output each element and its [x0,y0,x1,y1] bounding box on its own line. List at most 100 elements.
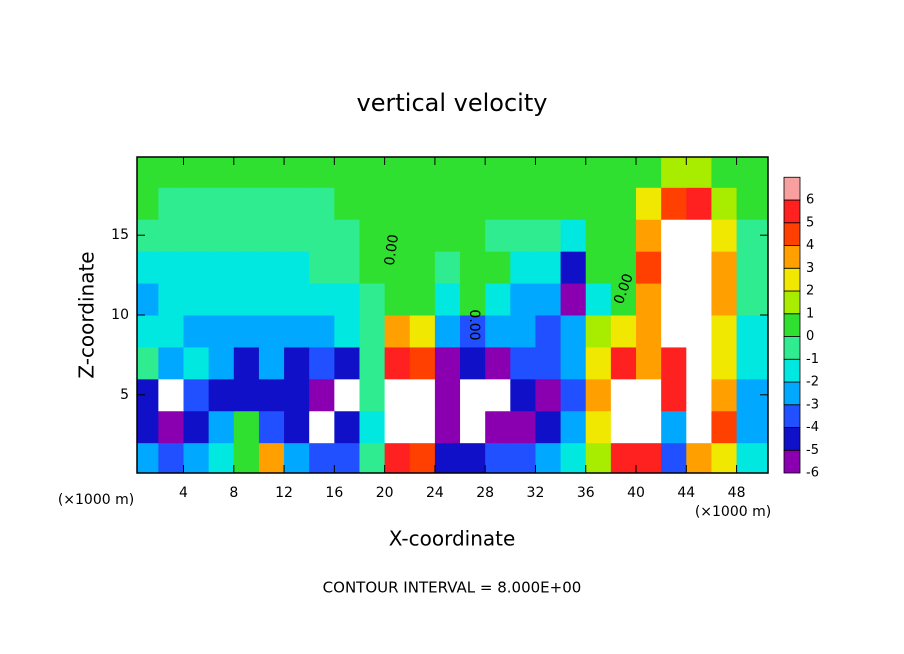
cell [585,219,612,252]
colorbar-label: 1 [806,306,814,321]
cell [560,157,587,188]
cell [585,157,612,188]
cell [460,410,486,444]
cell [510,187,536,220]
cell [334,442,360,473]
cell [434,251,461,284]
cell [258,315,285,348]
cell [183,378,210,412]
colorbar-box [783,176,801,201]
colorbar-label: 4 [806,238,814,253]
cell [610,219,637,252]
cell [334,219,360,252]
cell [711,157,738,188]
cell [560,315,587,348]
cell [636,283,662,316]
cell [183,315,210,348]
cell [384,378,411,412]
cell [208,315,235,348]
colorbar-box [783,381,801,406]
cell [610,378,637,412]
cell [284,157,310,188]
cell [686,410,712,444]
cell [233,283,260,316]
cell [158,442,185,473]
cell [585,378,612,412]
cell [460,283,486,316]
cell [560,346,587,380]
cell [359,315,386,348]
cell [585,410,612,444]
cell [183,157,210,188]
cell [460,346,486,380]
colorbar-label: -6 [806,466,819,481]
cell [309,187,335,220]
cell [334,187,360,220]
cell [359,219,386,252]
cell [510,346,536,380]
cell [183,219,210,252]
cell [208,283,235,316]
cell [233,219,260,252]
cell [711,219,738,252]
cell [158,187,185,220]
cell [460,219,486,252]
cell [284,378,310,412]
x-tick-label: 48 [728,485,746,501]
cell [661,442,687,473]
cell [636,378,662,412]
cell [636,187,662,220]
colorbar-label: -2 [806,375,819,390]
cell [158,283,185,316]
cell [610,315,637,348]
cell [434,187,461,220]
colorbar-box [783,358,801,383]
cell [560,442,587,473]
cell [560,283,587,316]
cell [233,251,260,284]
cell [258,378,285,412]
cell [284,410,310,444]
cell [610,442,637,473]
cell [610,346,637,380]
cell [233,378,260,412]
cell [334,346,360,380]
cell [510,410,536,444]
cell [183,410,210,444]
colorbar-box [783,336,801,360]
cell [686,157,712,188]
y-tick-label: 15 [111,227,129,243]
cell [284,442,310,473]
cell [610,251,637,284]
cell [560,410,587,444]
cell [233,442,260,473]
cell [158,251,185,284]
cell [434,346,461,380]
cell [334,157,360,188]
cell [309,346,335,380]
cell [359,187,386,220]
cell [137,157,159,188]
cell [661,157,687,188]
cell [736,187,768,220]
cell [384,157,411,188]
cell [158,346,185,380]
cell [434,410,461,444]
colorbar-box [783,404,801,428]
cell [560,378,587,412]
cell [258,410,285,444]
cell [434,442,461,473]
cell [535,283,562,316]
cell [485,219,511,252]
cell [409,283,436,316]
cell [686,346,712,380]
cell [208,378,235,412]
x-tick-label: 44 [677,485,695,501]
cell [258,442,285,473]
cell [585,187,612,220]
colorbar-box [783,427,801,451]
contour-label: 0.00 [382,233,402,266]
cell [258,346,285,380]
cell [636,442,662,473]
cell [711,378,738,412]
